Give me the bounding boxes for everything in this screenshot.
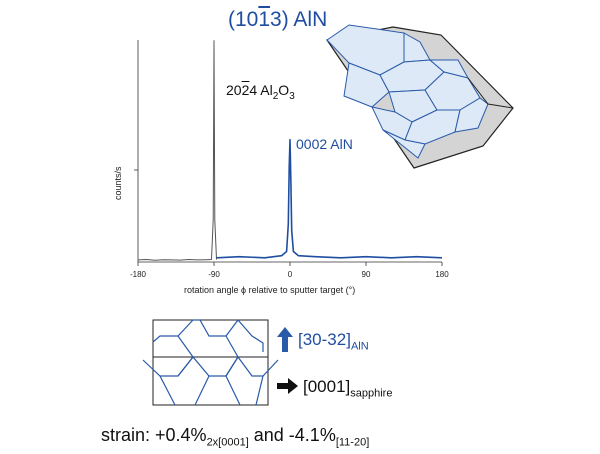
substrate-edge bbox=[467, 77, 514, 109]
series-line-1 bbox=[216, 138, 443, 259]
grain-outline bbox=[142, 355, 279, 377]
aln-grain bbox=[382, 129, 426, 159]
grain-outline bbox=[225, 375, 241, 406]
series-line-0 bbox=[137, 40, 217, 261]
grain-outline bbox=[225, 335, 239, 377]
x-ticks bbox=[137, 262, 443, 266]
up-arrow-icon bbox=[277, 327, 293, 352]
figure-title: (1013) AlN bbox=[228, 8, 328, 31]
x-tick-label: 0 bbox=[287, 270, 293, 279]
aln-direction-label: [30-32]AlN bbox=[298, 330, 369, 353]
grain-outline bbox=[193, 319, 239, 337]
x-tick-label: 180 bbox=[435, 270, 449, 279]
x-tick-label: -90 bbox=[208, 270, 220, 279]
al2o3-peak-label: 2024 Al2O3 bbox=[226, 82, 295, 102]
x-axis-label: rotation angle ϕ relative to sputter tar… bbox=[184, 285, 356, 295]
y-axis-label: counts/s bbox=[113, 166, 123, 200]
grain-outline bbox=[159, 375, 176, 406]
chart-series bbox=[137, 40, 443, 261]
crystal-schematic bbox=[325, 24, 514, 169]
aln-peak-label: 0002 AlN bbox=[296, 136, 353, 152]
aln-grain bbox=[326, 24, 405, 76]
right-arrow-icon bbox=[277, 378, 298, 394]
aln-grain bbox=[454, 97, 489, 133]
grain-outline bbox=[255, 375, 264, 406]
grain-outline bbox=[194, 375, 210, 406]
strain-text: strain: +0.4%2x[0001] and -4.1%[11-20] bbox=[101, 425, 370, 449]
sapphire-direction-label: [0001]sapphire bbox=[303, 377, 393, 400]
x-tick-label: -180 bbox=[129, 270, 147, 279]
unit-cell-frame bbox=[152, 319, 269, 406]
aln-grain bbox=[343, 62, 390, 108]
grain-outline bbox=[152, 319, 194, 343]
grain-outline bbox=[237, 319, 264, 352]
x-tick-label: 90 bbox=[361, 270, 371, 279]
grain-outline bbox=[177, 335, 194, 377]
bottom-grain-diagram bbox=[142, 319, 279, 406]
